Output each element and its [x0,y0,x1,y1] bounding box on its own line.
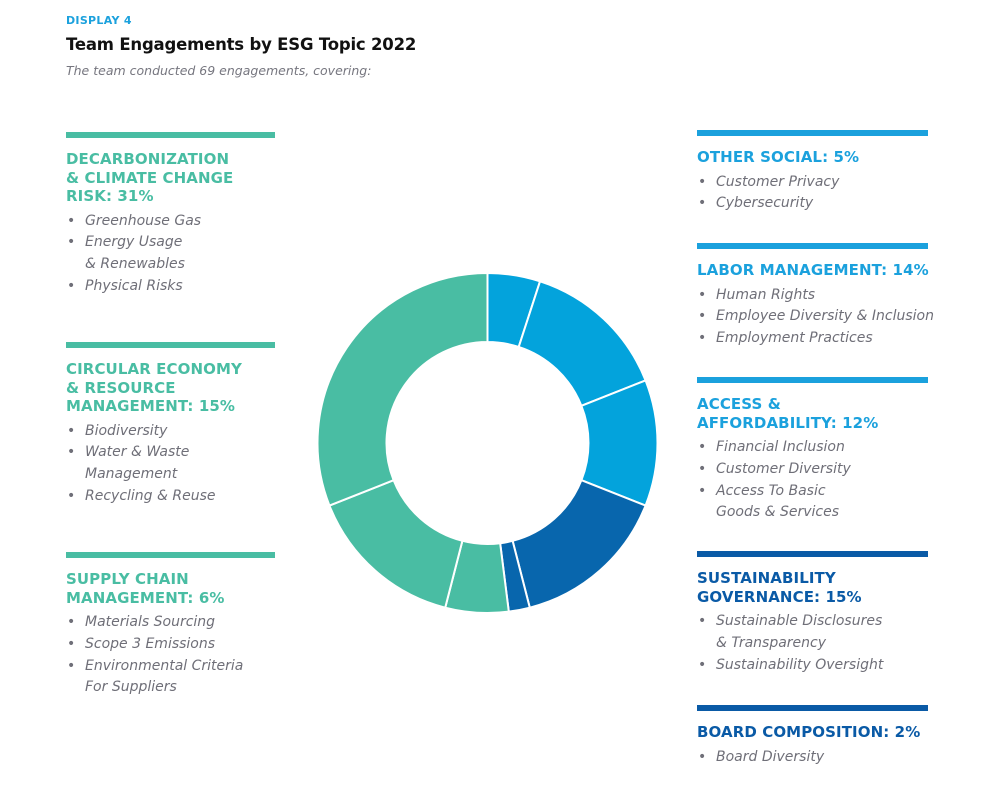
legend-heading: DECARBONIZATION & CLIMATE CHANGE RISK: 3… [66,150,234,205]
legend-item: Environmental Criteria For Suppliers [66,656,260,700]
legend-item: Financial Inclusion [697,437,928,459]
display-label: DISPLAY 4 [66,14,132,27]
legend-block-supply-chain: SUPPLY CHAIN MANAGEMENT: 6% Materials So… [66,552,275,699]
legend-divider [66,342,275,348]
legend-item: Biodiversity [66,421,275,443]
legend-list: Biodiversity Water & Waste Management Re… [66,421,275,508]
legend-list: Sustainable Disclosures & Transparency S… [697,611,928,676]
legend-item: Materials Sourcing [66,612,275,634]
legend-divider [697,377,928,383]
legend-list: Board Diversity [697,747,928,769]
legend-block-access-affordability: ACCESS & AFFORDABILITY: 12% Financial In… [697,377,928,524]
chart-title: Team Engagements by ESG Topic 2022 [66,35,417,54]
legend-item: Cybersecurity [697,193,928,215]
legend-divider [697,243,928,249]
legend-divider [697,551,928,557]
legend-block-sustainability-governance: SUSTAINABILITY GOVERNANCE: 15% Sustainab… [697,551,928,676]
legend-list: Financial Inclusion Customer Diversity A… [697,437,928,524]
legend-heading: ACCESS & AFFORDABILITY: 12% [697,395,879,432]
legend-list: Materials Sourcing Scope 3 Emissions Env… [66,612,275,699]
legend-list: Human Rights Employee Diversity & Inclus… [697,285,934,350]
legend-item: Scope 3 Emissions [66,634,275,656]
legend-item: Sustainability Oversight [697,655,928,677]
legend-item: Human Rights [697,285,928,307]
donut-slice-decarbonization-climate-change-risk [316,271,489,507]
legend-list: Greenhouse Gas Energy Usage & Renewables… [66,211,275,298]
legend-divider [66,552,275,558]
legend-item: Access To Basic Goods & Services [697,481,851,525]
donut-slice-sustainability-governance [511,478,647,609]
legend-item: Sustainable Disclosures & Transparency [697,611,891,655]
legend-heading: CIRCULAR ECONOMY & RESOURCE MANAGEMENT: … [66,360,242,415]
legend-heading: LABOR MANAGEMENT: 14% [697,261,929,279]
legend-heading: SUPPLY CHAIN MANAGEMENT: 6% [66,570,225,607]
legend-item: Customer Diversity [697,459,928,481]
legend-heading: OTHER SOCIAL: 5% [697,148,860,166]
legend-item: Board Diversity [697,747,928,769]
legend-divider [66,132,275,138]
legend-item: Energy Usage & Renewables [66,232,195,276]
legend-item: Physical Risks [66,276,275,298]
chart-subtitle: The team conducted 69 engagements, cover… [66,63,372,78]
legend-divider [697,130,928,136]
legend-item: Customer Privacy [697,172,928,194]
legend-heading: BOARD COMPOSITION: 2% [697,723,921,741]
legend-heading: SUSTAINABILITY GOVERNANCE: 15% [697,569,862,606]
legend-item: Employment Practices [697,328,928,350]
legend-item: Employee Diversity & Inclusion [697,306,934,328]
legend-item: Recycling & Reuse [66,486,275,508]
donut-slice-circular-economy-resource-management [328,478,464,609]
legend-block-other-social: OTHER SOCIAL: 5% Customer Privacy Cybers… [697,130,928,215]
legend-block-decarbonization: DECARBONIZATION & CLIMATE CHANGE RISK: 3… [66,132,275,298]
legend-item: Greenhouse Gas [66,211,275,233]
legend-divider [697,705,928,711]
legend-block-circular-economy: CIRCULAR ECONOMY & RESOURCE MANAGEMENT: … [66,342,275,508]
legend-item: Water & Waste Management [66,442,205,486]
legend-list: Customer Privacy Cybersecurity [697,172,928,216]
legend-block-labor-management: LABOR MANAGEMENT: 14% Human Rights Emplo… [697,243,934,350]
legend-block-board-composition: BOARD COMPOSITION: 2% Board Diversity [697,705,928,768]
